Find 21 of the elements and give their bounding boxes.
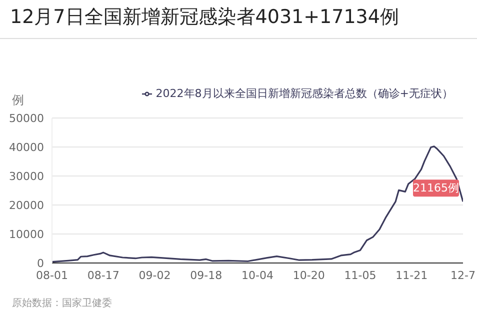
y-tick-label: 10000 <box>9 228 44 241</box>
y-tick-label: 20000 <box>9 198 44 212</box>
annotation: 21165例 <box>413 182 459 195</box>
x-tick-label: 12-7 <box>450 268 476 282</box>
x-tick-label: 11-05 <box>344 268 376 282</box>
chart-title: 12月7日全国新增新冠感染者4031+17134例 <box>10 5 399 30</box>
text: 原始数据：国家卫健委 <box>12 296 112 310</box>
legend-label: 2022年8月以来全国日新增新冠感染者总数（确诊+无症状） <box>156 87 453 100</box>
y-tick-label: 30000 <box>9 170 44 183</box>
y-tick-label: 40000 <box>9 140 44 154</box>
line-series <box>52 146 463 263</box>
y-tick-label: 0 <box>37 256 44 270</box>
y-tick-label: 50000 <box>9 112 44 125</box>
x-tick-label: 10-04 <box>242 268 274 282</box>
x-tick-label: 08-01 <box>36 268 68 282</box>
y-axis-title: 例 <box>12 92 24 109</box>
x-tick-label: 08-17 <box>87 268 120 282</box>
x-tick-label: 09-18 <box>190 268 222 282</box>
x-tick-label: 11-21 <box>396 268 428 282</box>
x-tick-label: 10-20 <box>292 268 325 282</box>
x-tick-label: 09-02 <box>138 268 171 282</box>
